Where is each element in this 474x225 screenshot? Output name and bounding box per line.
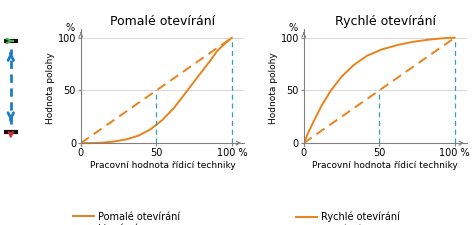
Title: Rychlé otevírání: Rychlé otevírání [335, 15, 436, 28]
Text: %: % [289, 23, 298, 34]
X-axis label: Pracovní hodnota řídicí techniky: Pracovní hodnota řídicí techniky [90, 161, 235, 170]
Title: Pomalé otevírání: Pomalé otevírání [110, 15, 215, 28]
Y-axis label: Hodnota polohy: Hodnota polohy [269, 52, 278, 124]
X-axis label: Pracovní hodnota řídicí techniky: Pracovní hodnota řídicí techniky [312, 161, 458, 170]
Legend: Pomalé otevírání, Lineární: Pomalé otevírání, Lineární [73, 212, 180, 225]
Y-axis label: Hodnota polohy: Hodnota polohy [46, 52, 55, 124]
Text: %: % [66, 23, 75, 34]
Legend: Rychlé otevírání, Lineární: Rychlé otevírání, Lineární [296, 212, 400, 225]
